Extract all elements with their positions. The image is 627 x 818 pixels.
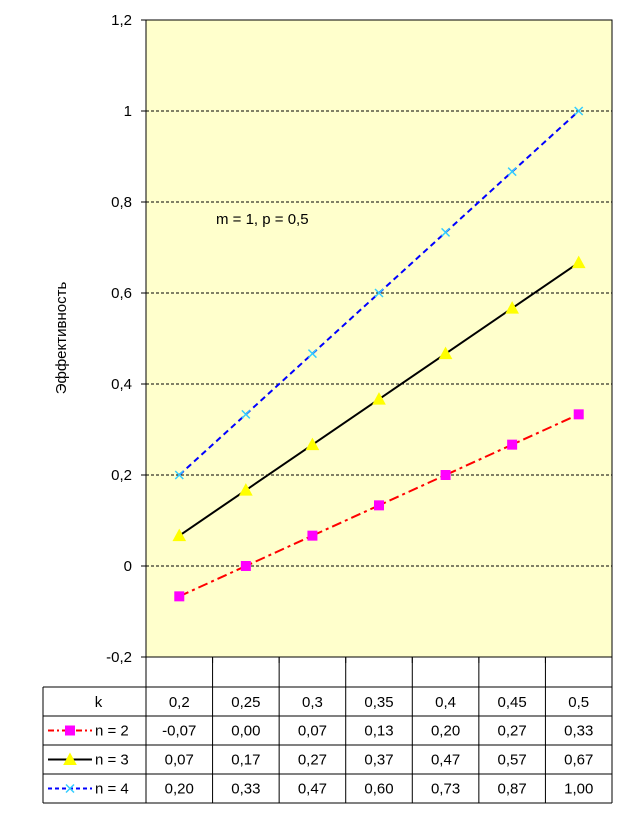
y-tick-label: -0,2 bbox=[106, 649, 132, 666]
y-tick-label: 1 bbox=[124, 103, 132, 120]
table-cell-value: 0,73 bbox=[431, 781, 460, 798]
data-point bbox=[172, 528, 187, 542]
data-point bbox=[305, 437, 320, 451]
marker-stroke bbox=[574, 106, 584, 116]
table-cell-value: 0,47 bbox=[298, 781, 327, 798]
x-category-label: 0,2 bbox=[169, 694, 190, 711]
table-cell-value: 0,13 bbox=[364, 723, 393, 740]
table-cell-value: 0,87 bbox=[498, 781, 527, 798]
data-point bbox=[438, 346, 453, 360]
y-tick-label: 0 bbox=[124, 558, 132, 575]
y-tick-label: 1,2 bbox=[111, 12, 132, 29]
table-cell-value: 0,07 bbox=[298, 723, 327, 740]
table-cell-value: 0,60 bbox=[364, 781, 393, 798]
table-cell-value: 0,27 bbox=[298, 752, 327, 769]
data-point bbox=[571, 255, 586, 269]
y-tick-label: 0,6 bbox=[111, 285, 132, 302]
table-cell-value: 0,33 bbox=[564, 723, 593, 740]
data-point bbox=[374, 500, 384, 511]
legend-key-marker bbox=[65, 783, 75, 794]
table-cell-value: 0,07 bbox=[165, 752, 194, 769]
data-point bbox=[307, 530, 318, 541]
marker-stroke bbox=[441, 227, 451, 237]
data-point bbox=[307, 349, 317, 359]
data-point bbox=[507, 439, 518, 450]
table-cell-value: 0,33 bbox=[231, 781, 260, 798]
table-cell-value: 0,57 bbox=[498, 752, 527, 769]
x-category-label: 0,4 bbox=[435, 694, 456, 711]
data-point bbox=[240, 561, 251, 571]
y-tick-label: 0,4 bbox=[111, 376, 132, 393]
plot-border bbox=[145, 19, 613, 658]
marker-stroke bbox=[507, 167, 517, 177]
table-cell-value: 0,17 bbox=[231, 752, 260, 769]
table-cell-value: 0,37 bbox=[364, 752, 393, 769]
data-point bbox=[241, 409, 251, 419]
table-cell-value: -0,07 bbox=[162, 723, 196, 740]
data-point bbox=[574, 106, 584, 116]
data-point bbox=[174, 591, 185, 602]
marker-stroke bbox=[307, 349, 317, 359]
x-category-label: 0,35 bbox=[364, 694, 393, 711]
x-category-label: 0,3 bbox=[302, 694, 323, 711]
legend-key-marker bbox=[63, 752, 77, 765]
data-point bbox=[573, 409, 584, 420]
marker-stroke bbox=[174, 470, 184, 480]
table-cell-value: 0,47 bbox=[431, 752, 460, 769]
y-tick-label: 0,8 bbox=[111, 194, 132, 211]
legend-key-marker bbox=[65, 725, 75, 736]
plot-area bbox=[146, 20, 612, 657]
y-axis-title: Эффективность bbox=[53, 282, 70, 395]
legend-series-name: n = 4 bbox=[95, 781, 129, 798]
table-cell-value: 0,27 bbox=[498, 723, 527, 740]
marker-stroke bbox=[65, 783, 75, 794]
chart-annotation: m = 1, p = 0,5 bbox=[216, 211, 309, 228]
table-cell-value: 0,20 bbox=[431, 723, 460, 740]
table-cell-value: 0,20 bbox=[165, 781, 194, 798]
table-cell-value: 1,00 bbox=[564, 781, 593, 798]
data-point bbox=[505, 301, 519, 314]
data-point bbox=[374, 288, 384, 298]
data-point bbox=[372, 392, 386, 405]
data-point bbox=[440, 470, 451, 480]
table-cell-value: 0,00 bbox=[231, 723, 260, 740]
marker-stroke bbox=[241, 409, 251, 419]
table-header-k: k bbox=[95, 694, 103, 711]
legend-series-name: n = 2 bbox=[95, 723, 129, 740]
x-category-label: 0,25 bbox=[231, 694, 260, 711]
marker-stroke bbox=[374, 288, 384, 298]
x-category-label: 0,5 bbox=[568, 694, 589, 711]
y-tick-label: 0,2 bbox=[111, 467, 132, 484]
data-point bbox=[174, 470, 184, 480]
legend-series-name: n = 3 bbox=[95, 752, 129, 769]
data-point bbox=[507, 167, 517, 177]
x-category-label: 0,45 bbox=[498, 694, 527, 711]
table-cell-value: 0,67 bbox=[564, 752, 593, 769]
data-point bbox=[441, 227, 451, 237]
data-point bbox=[239, 483, 253, 496]
